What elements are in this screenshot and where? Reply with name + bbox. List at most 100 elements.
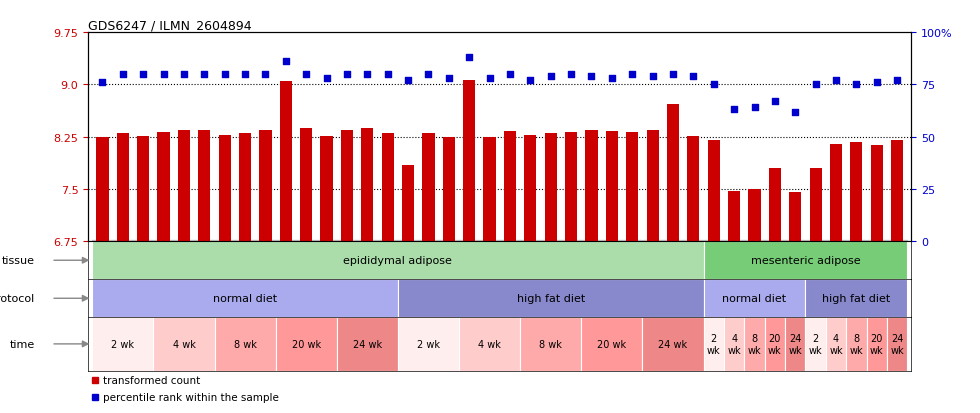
Point xyxy=(849,82,864,88)
Text: 2 wk: 2 wk xyxy=(112,339,134,349)
Point xyxy=(665,71,681,78)
Point xyxy=(339,71,355,78)
Point xyxy=(522,78,538,84)
Point xyxy=(462,55,477,62)
Bar xyxy=(279,82,292,242)
Bar xyxy=(92,242,704,280)
Bar xyxy=(459,318,520,370)
Text: 4
wk: 4 wk xyxy=(829,333,843,355)
Bar xyxy=(92,318,154,370)
Bar xyxy=(260,131,271,242)
Point xyxy=(787,109,803,116)
Point xyxy=(400,78,416,84)
Bar xyxy=(177,131,190,242)
Point xyxy=(828,78,844,84)
Bar xyxy=(504,132,516,242)
Bar xyxy=(215,318,275,370)
Point xyxy=(584,74,600,80)
Bar xyxy=(606,132,618,242)
Bar xyxy=(806,280,907,318)
Point xyxy=(380,71,396,78)
Text: high fat diet: high fat diet xyxy=(516,294,585,304)
Point xyxy=(624,71,640,78)
Point xyxy=(298,71,314,78)
Text: percentile rank within the sample: percentile rank within the sample xyxy=(103,392,279,402)
Point xyxy=(217,71,232,78)
Text: 24 wk: 24 wk xyxy=(659,339,688,349)
Text: 20 wk: 20 wk xyxy=(597,339,626,349)
Bar xyxy=(117,134,129,242)
Point xyxy=(318,76,334,82)
Text: normal diet: normal diet xyxy=(722,294,787,304)
Text: 2
wk: 2 wk xyxy=(808,333,822,355)
Text: mesenteric adipose: mesenteric adipose xyxy=(751,256,860,266)
Text: protocol: protocol xyxy=(0,294,34,304)
Bar xyxy=(158,133,170,242)
Point xyxy=(502,71,517,78)
Point xyxy=(767,99,783,105)
Bar xyxy=(443,138,455,242)
Bar xyxy=(219,135,231,242)
Bar xyxy=(362,128,373,242)
Bar xyxy=(275,318,337,370)
Text: 20
wk: 20 wk xyxy=(870,333,884,355)
Bar xyxy=(198,131,211,242)
Bar xyxy=(809,169,822,242)
Point xyxy=(258,71,273,78)
Bar xyxy=(891,141,904,242)
Point xyxy=(543,74,559,80)
Point xyxy=(706,82,721,88)
Text: 8
wk: 8 wk xyxy=(850,333,863,355)
Point xyxy=(604,76,619,82)
Text: GDS6247 / ILMN_2604894: GDS6247 / ILMN_2604894 xyxy=(88,19,252,32)
Bar xyxy=(483,138,496,242)
Point xyxy=(115,71,130,78)
Text: 2
wk: 2 wk xyxy=(707,333,720,355)
Text: 4 wk: 4 wk xyxy=(172,339,195,349)
Bar xyxy=(585,131,598,242)
Bar xyxy=(341,131,353,242)
Point xyxy=(441,76,457,82)
Bar xyxy=(398,280,704,318)
Text: 20 wk: 20 wk xyxy=(292,339,320,349)
Point xyxy=(420,71,436,78)
Point xyxy=(95,80,111,86)
Bar xyxy=(851,143,862,242)
Point xyxy=(869,80,885,86)
Bar xyxy=(724,318,745,370)
Point xyxy=(278,59,294,66)
Point xyxy=(360,71,375,78)
Bar xyxy=(422,134,434,242)
Bar xyxy=(806,318,826,370)
Point xyxy=(564,71,579,78)
Bar xyxy=(565,133,577,242)
Bar xyxy=(887,318,907,370)
Text: transformed count: transformed count xyxy=(103,375,200,385)
Point xyxy=(482,76,498,82)
Bar xyxy=(866,318,887,370)
Bar xyxy=(745,318,764,370)
Bar xyxy=(154,318,215,370)
Text: 24
wk: 24 wk xyxy=(890,333,904,355)
Bar xyxy=(239,134,251,242)
Bar xyxy=(749,190,760,242)
Text: 8
wk: 8 wk xyxy=(748,333,761,355)
Bar xyxy=(137,137,149,242)
Bar xyxy=(666,104,679,242)
Point xyxy=(747,105,762,112)
Point xyxy=(808,82,823,88)
Point xyxy=(237,71,253,78)
Bar xyxy=(92,280,398,318)
Bar xyxy=(520,318,581,370)
Bar xyxy=(728,192,740,242)
Bar xyxy=(789,193,802,242)
Bar xyxy=(687,137,700,242)
Bar xyxy=(846,318,866,370)
Bar xyxy=(643,318,704,370)
Bar xyxy=(764,318,785,370)
Bar xyxy=(398,318,459,370)
Text: 4
wk: 4 wk xyxy=(727,333,741,355)
Text: epididymal adipose: epididymal adipose xyxy=(343,256,453,266)
Bar xyxy=(870,146,883,242)
Bar xyxy=(524,135,536,242)
